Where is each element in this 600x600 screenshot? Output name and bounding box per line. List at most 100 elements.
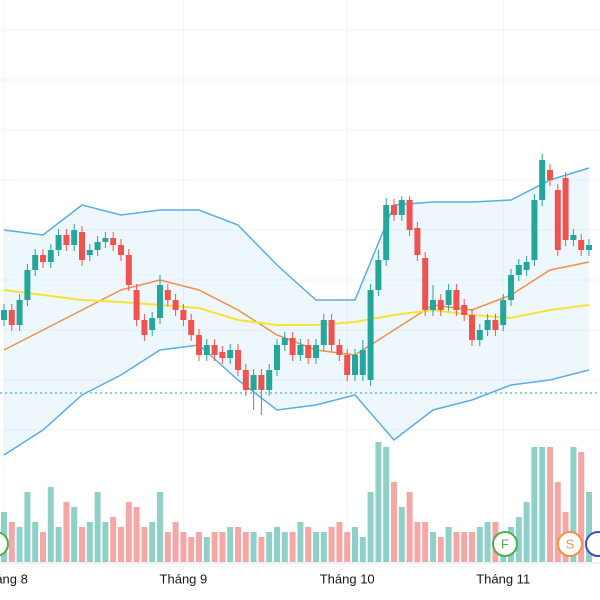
event-label: S xyxy=(566,536,575,551)
candle-body xyxy=(523,262,530,270)
candle-body xyxy=(445,290,452,305)
candle-body xyxy=(157,285,163,318)
candle-body xyxy=(63,235,70,245)
volume-bar xyxy=(219,532,226,562)
volume-bar xyxy=(398,507,405,562)
candle-body xyxy=(86,250,93,255)
candle-body xyxy=(219,352,226,358)
indicator-line xyxy=(3,167,590,301)
candle-body xyxy=(141,320,148,335)
volume-bar xyxy=(289,532,296,562)
x-tick-label: Tháng 9 xyxy=(160,571,208,586)
candle-body xyxy=(531,200,538,260)
volume-bar xyxy=(313,532,319,562)
candle-body xyxy=(289,338,296,355)
volume-bar xyxy=(414,522,421,562)
volume-bar xyxy=(242,532,249,562)
volume-bar xyxy=(55,527,62,562)
candle-body xyxy=(297,345,304,355)
volume-bar xyxy=(352,527,358,562)
volume-bar xyxy=(383,447,390,562)
volume-bar xyxy=(250,532,257,562)
candle-body xyxy=(305,345,312,358)
candle-body xyxy=(133,290,140,320)
event-marker[interactable] xyxy=(585,531,600,557)
volume-bar xyxy=(297,522,304,562)
volume-bar xyxy=(8,522,15,562)
volume-bar xyxy=(469,532,475,562)
volume-bar xyxy=(118,527,124,562)
volume-bar xyxy=(515,517,522,562)
band-fill xyxy=(4,168,589,455)
candle-body xyxy=(461,305,468,315)
candle-body xyxy=(281,338,288,345)
volume-bar xyxy=(547,447,553,562)
x-tick-label: Tháng 10 xyxy=(320,571,375,586)
volume-bar xyxy=(539,447,546,562)
candle-body xyxy=(320,320,327,345)
event-marker[interactable] xyxy=(557,531,583,557)
candle-body xyxy=(554,190,561,250)
candle-body xyxy=(172,300,179,310)
candle-body xyxy=(430,300,436,310)
volume-bar xyxy=(445,527,452,562)
volume-bar xyxy=(344,532,351,562)
volume-bar xyxy=(133,507,140,562)
candle-body xyxy=(422,258,429,310)
candle-body xyxy=(453,290,460,310)
candle-body xyxy=(570,235,577,240)
volume-bar xyxy=(320,532,327,562)
volume-bar xyxy=(180,532,187,562)
volume-bar xyxy=(531,447,538,562)
volume-bar xyxy=(79,527,85,562)
volume-bar xyxy=(102,522,109,562)
volume-bar xyxy=(375,442,382,562)
candle-body xyxy=(203,345,210,355)
candle-body xyxy=(102,238,109,242)
candle-body xyxy=(110,238,117,245)
volume-bar xyxy=(157,492,163,562)
candle-body xyxy=(406,200,413,230)
candle-body xyxy=(164,290,171,300)
volume-bar xyxy=(328,527,335,562)
volume-bar xyxy=(430,532,436,562)
x-tick-label: Tháng 11 xyxy=(476,571,530,586)
volume-bar xyxy=(359,537,366,562)
volume-bar xyxy=(281,532,288,562)
volume-bar xyxy=(172,522,179,562)
candle-body xyxy=(539,160,546,200)
volume-bar xyxy=(63,502,70,562)
volume-bar xyxy=(554,482,561,562)
indicator-line xyxy=(3,289,590,326)
x-tick-label: Tháng 8 xyxy=(0,571,28,586)
candle-body xyxy=(118,245,124,255)
volume-bar xyxy=(16,527,23,562)
candle-body xyxy=(375,260,382,290)
candle-body xyxy=(242,370,249,390)
indicator-line xyxy=(3,344,590,456)
volume-bar xyxy=(274,527,280,562)
candle-body xyxy=(352,355,358,375)
candle-body xyxy=(71,230,78,245)
event-marker[interactable] xyxy=(0,531,9,557)
candle-body xyxy=(1,310,7,320)
candle-body xyxy=(414,228,421,255)
candle-body xyxy=(235,350,241,370)
candle-body xyxy=(437,300,444,310)
candle-body xyxy=(469,315,475,340)
volume-bar xyxy=(422,522,429,562)
candle-body xyxy=(344,355,351,375)
candle-body xyxy=(515,265,522,275)
candle-body xyxy=(336,345,343,355)
candle-body xyxy=(24,270,31,300)
candle-body xyxy=(149,318,156,330)
event-label: F xyxy=(501,536,509,551)
event-marker[interactable] xyxy=(492,531,518,557)
volume-bar xyxy=(188,537,195,562)
volume-bar xyxy=(570,447,577,562)
volume-bar xyxy=(47,487,54,562)
volume-bar xyxy=(164,532,171,562)
volume-bar xyxy=(578,452,585,562)
candle-body xyxy=(55,235,62,250)
